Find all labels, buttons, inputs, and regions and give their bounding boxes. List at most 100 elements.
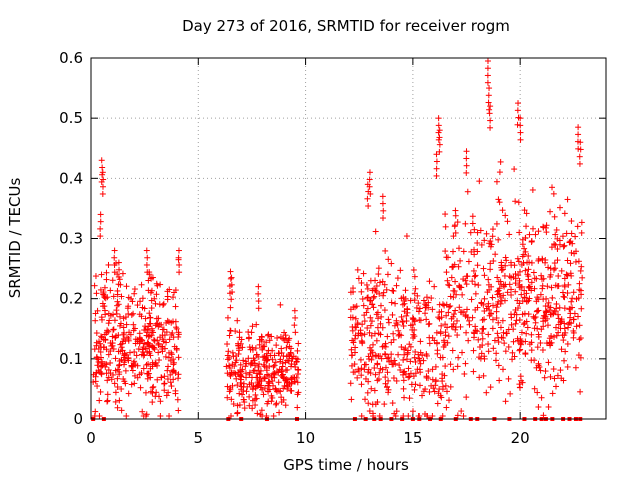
data-point <box>570 289 577 296</box>
data-point <box>147 374 154 381</box>
data-point <box>381 281 388 288</box>
data-point <box>246 393 253 400</box>
data-point <box>483 230 490 237</box>
data-point <box>447 293 454 300</box>
data-point <box>148 305 155 312</box>
data-point <box>273 368 280 375</box>
data-point <box>94 355 101 362</box>
data-point <box>426 334 433 341</box>
data-point <box>246 344 253 351</box>
data-point <box>564 196 571 203</box>
data-point <box>104 391 111 398</box>
data-point <box>112 355 119 362</box>
data-point <box>469 213 476 220</box>
data-point <box>530 269 537 276</box>
data-point <box>109 333 116 340</box>
data-point <box>130 321 137 328</box>
data-point <box>397 366 404 373</box>
outlier-point <box>111 269 118 276</box>
plot-frame <box>90 57 607 420</box>
data-point <box>416 366 423 373</box>
data-point <box>574 223 581 230</box>
data-point <box>505 343 512 350</box>
data-point <box>565 321 572 328</box>
outlier-point <box>485 99 492 106</box>
data-point <box>437 392 444 399</box>
data-point <box>400 322 407 329</box>
outlier-point <box>433 172 440 179</box>
data-point <box>280 374 287 381</box>
data-point <box>560 337 567 344</box>
data-point <box>501 340 508 347</box>
data-point <box>284 339 291 346</box>
data-point <box>381 343 388 350</box>
data-point <box>268 392 275 399</box>
y-tick-label: 0.2 <box>59 290 83 308</box>
data-point <box>130 327 137 334</box>
data-point <box>110 345 117 352</box>
data-point <box>518 329 525 336</box>
data-point <box>128 295 135 302</box>
data-point <box>481 316 488 323</box>
data-point <box>381 350 388 357</box>
data-point <box>281 329 288 336</box>
data-point <box>522 350 529 357</box>
data-point <box>243 388 250 395</box>
data-point <box>490 345 497 352</box>
data-point <box>174 396 181 403</box>
data-point <box>231 363 238 370</box>
data-point <box>153 280 160 287</box>
outlier-point <box>484 58 491 65</box>
data-point <box>479 335 486 342</box>
data-point <box>426 320 433 327</box>
data-point <box>104 398 111 405</box>
data-point <box>352 332 359 339</box>
data-point <box>278 394 285 401</box>
outlier-point <box>366 169 373 176</box>
data-point <box>450 311 457 318</box>
data-point <box>456 284 463 291</box>
data-point <box>273 400 280 407</box>
data-point <box>426 340 433 347</box>
data-point <box>410 373 417 380</box>
data-point <box>474 328 481 335</box>
data-point <box>374 360 381 367</box>
data-point <box>367 297 374 304</box>
data-point <box>412 285 419 292</box>
data-point <box>428 295 435 302</box>
outlier-point <box>365 203 372 210</box>
data-point <box>416 357 423 364</box>
data-point <box>541 374 548 381</box>
data-point <box>358 288 365 295</box>
y-tick-label: 0.5 <box>59 109 83 127</box>
data-point <box>525 253 532 260</box>
data-point <box>572 258 579 265</box>
data-point <box>505 375 512 382</box>
data-point <box>352 344 359 351</box>
data-point <box>441 302 448 309</box>
data-point <box>374 377 381 384</box>
data-point <box>485 348 492 355</box>
data-point <box>433 339 440 346</box>
data-point <box>287 387 294 394</box>
data-point <box>138 313 145 320</box>
data-point <box>119 340 126 347</box>
data-point <box>355 275 362 282</box>
data-point <box>364 294 371 301</box>
data-point <box>286 335 293 342</box>
data-point <box>150 344 157 351</box>
data-point <box>564 290 571 297</box>
data-point <box>149 389 156 396</box>
data-point <box>122 367 129 374</box>
data-point <box>224 341 231 348</box>
data-point <box>377 320 384 327</box>
data-point <box>454 332 461 339</box>
data-point <box>499 317 506 324</box>
data-point <box>103 276 110 283</box>
data-point <box>128 381 135 388</box>
data-point <box>275 369 282 376</box>
outlier-point <box>575 145 582 152</box>
data-point <box>242 363 249 370</box>
data-point <box>252 362 259 369</box>
data-point <box>483 389 490 396</box>
